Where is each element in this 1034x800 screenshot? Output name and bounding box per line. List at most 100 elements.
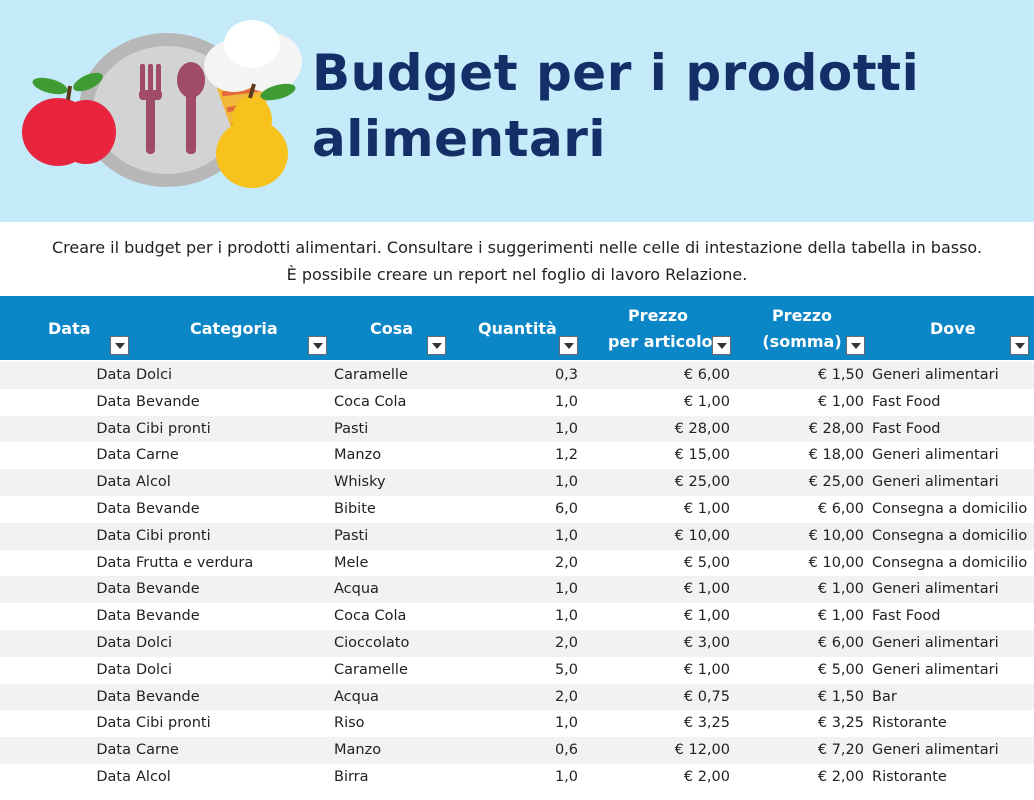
cell-cosa[interactable]: Acqua xyxy=(334,581,379,598)
filter-dropdown-icon[interactable] xyxy=(427,336,446,355)
cell-data[interactable]: Data xyxy=(96,608,131,625)
cell-data[interactable]: Data xyxy=(96,634,131,651)
cell-categoria[interactable]: Bevande xyxy=(136,688,200,705)
cell-quantita[interactable]: 2,0 xyxy=(554,634,578,651)
cell-data[interactable]: Data xyxy=(96,447,131,464)
cell-quantita[interactable]: 2,0 xyxy=(554,554,578,571)
cell-prezzo-articolo[interactable]: € 1,00 xyxy=(683,608,730,625)
cell-categoria[interactable]: Bevande xyxy=(136,581,200,598)
cell-data[interactable]: Data xyxy=(96,527,131,544)
cell-prezzo-somma[interactable]: € 3,25 xyxy=(817,715,864,732)
cell-dove[interactable]: Generi alimentari xyxy=(872,661,999,678)
cell-prezzo-somma[interactable]: € 10,00 xyxy=(808,554,864,571)
cell-data[interactable]: Data xyxy=(96,742,131,759)
cell-dove[interactable]: Generi alimentari xyxy=(872,447,999,464)
cell-prezzo-somma[interactable]: € 1,00 xyxy=(817,608,864,625)
cell-categoria[interactable]: Cibi pronti xyxy=(136,527,211,544)
cell-data[interactable]: Data xyxy=(96,661,131,678)
cell-prezzo-somma[interactable]: € 5,00 xyxy=(817,661,864,678)
cell-prezzo-somma[interactable]: € 25,00 xyxy=(808,474,864,491)
cell-quantita[interactable]: 1,0 xyxy=(554,581,578,598)
cell-categoria[interactable]: Dolci xyxy=(136,634,173,651)
cell-prezzo-articolo[interactable]: € 10,00 xyxy=(674,527,730,544)
cell-categoria[interactable]: Cibi pronti xyxy=(136,420,211,437)
cell-dove[interactable]: Generi alimentari xyxy=(872,634,999,651)
cell-categoria[interactable]: Bevande xyxy=(136,393,200,410)
cell-prezzo-articolo[interactable]: € 5,00 xyxy=(683,554,730,571)
column-header-prezzo-articolo[interactable]: Prezzo per articolo xyxy=(582,296,736,360)
cell-prezzo-articolo[interactable]: € 1,00 xyxy=(683,393,730,410)
cell-cosa[interactable]: Bibite xyxy=(334,500,376,517)
cell-cosa[interactable]: Whisky xyxy=(334,474,386,491)
cell-prezzo-articolo[interactable]: € 1,00 xyxy=(683,661,730,678)
cell-prezzo-articolo[interactable]: € 12,00 xyxy=(674,742,730,759)
cell-dove[interactable]: Consegna a domicilio xyxy=(872,554,1028,571)
cell-cosa[interactable]: Manzo xyxy=(334,742,382,759)
cell-prezzo-somma[interactable]: € 1,00 xyxy=(817,393,864,410)
column-header-dove[interactable]: Dove xyxy=(870,296,1034,360)
cell-cosa[interactable]: Acqua xyxy=(334,688,379,705)
cell-quantita[interactable]: 2,0 xyxy=(554,688,578,705)
cell-prezzo-articolo[interactable]: € 28,00 xyxy=(674,420,730,437)
column-header-cosa[interactable]: Cosa xyxy=(330,296,450,360)
cell-prezzo-articolo[interactable]: € 15,00 xyxy=(674,447,730,464)
cell-prezzo-somma[interactable]: € 1,50 xyxy=(817,367,864,383)
cell-categoria[interactable]: Alcol xyxy=(136,768,171,785)
filter-dropdown-icon[interactable] xyxy=(110,336,129,355)
column-header-prezzo-somma[interactable]: Prezzo (somma) xyxy=(736,296,870,360)
cell-categoria[interactable]: Dolci xyxy=(136,661,173,678)
cell-categoria[interactable]: Bevande xyxy=(136,500,200,517)
cell-cosa[interactable]: Manzo xyxy=(334,447,382,464)
cell-data[interactable]: Data xyxy=(96,688,131,705)
cell-prezzo-somma[interactable]: € 18,00 xyxy=(808,447,864,464)
cell-categoria[interactable]: Bevande xyxy=(136,608,200,625)
cell-data[interactable]: Data xyxy=(96,420,131,437)
cell-prezzo-somma[interactable]: € 7,20 xyxy=(817,742,864,759)
cell-quantita[interactable]: 1,2 xyxy=(554,447,578,464)
cell-categoria[interactable]: Carne xyxy=(136,742,179,759)
cell-data[interactable]: Data xyxy=(96,500,131,517)
cell-dove[interactable]: Consegna a domicilio xyxy=(872,500,1028,517)
cell-cosa[interactable]: Mele xyxy=(334,554,369,571)
filter-dropdown-icon[interactable] xyxy=(846,336,865,355)
cell-dove[interactable]: Bar xyxy=(872,688,897,705)
cell-quantita[interactable]: 0,3 xyxy=(554,367,578,383)
cell-dove[interactable]: Generi alimentari xyxy=(872,474,999,491)
cell-dove[interactable]: Ristorante xyxy=(872,715,947,732)
cell-cosa[interactable]: Coca Cola xyxy=(334,393,407,410)
cell-prezzo-somma[interactable]: € 6,00 xyxy=(817,634,864,651)
cell-prezzo-articolo[interactable]: € 6,00 xyxy=(683,367,730,383)
cell-categoria[interactable]: Cibi pronti xyxy=(136,715,211,732)
cell-cosa[interactable]: Coca Cola xyxy=(334,608,407,625)
cell-cosa[interactable]: Cioccolato xyxy=(334,634,410,651)
cell-dove[interactable]: Generi alimentari xyxy=(872,742,999,759)
cell-prezzo-articolo[interactable]: € 1,00 xyxy=(683,581,730,598)
cell-quantita[interactable]: 1,0 xyxy=(554,527,578,544)
cell-dove[interactable]: Fast Food xyxy=(872,393,941,410)
cell-prezzo-somma[interactable]: € 28,00 xyxy=(808,420,864,437)
cell-prezzo-somma[interactable]: € 1,50 xyxy=(817,688,864,705)
cell-quantita[interactable]: 1,0 xyxy=(554,608,578,625)
cell-prezzo-articolo[interactable]: € 25,00 xyxy=(674,474,730,491)
cell-data[interactable]: Data xyxy=(96,715,131,732)
cell-quantita[interactable]: 5,0 xyxy=(554,661,578,678)
cell-quantita[interactable]: 0,6 xyxy=(554,742,578,759)
cell-categoria[interactable]: Dolci xyxy=(136,367,173,383)
cell-data[interactable]: Data xyxy=(96,367,131,383)
cell-cosa[interactable]: Riso xyxy=(334,715,365,732)
cell-dove[interactable]: Fast Food xyxy=(872,608,941,625)
cell-data[interactable]: Data xyxy=(96,393,131,410)
cell-data[interactable]: Data xyxy=(96,474,131,491)
cell-categoria[interactable]: Carne xyxy=(136,447,179,464)
cell-categoria[interactable]: Alcol xyxy=(136,474,171,491)
filter-dropdown-icon[interactable] xyxy=(1010,336,1029,355)
cell-cosa[interactable]: Caramelle xyxy=(334,661,408,678)
cell-quantita[interactable]: 1,0 xyxy=(554,768,578,785)
cell-prezzo-articolo[interactable]: € 3,00 xyxy=(683,634,730,651)
cell-dove[interactable]: Consegna a domicilio xyxy=(872,527,1028,544)
cell-data[interactable]: Data xyxy=(96,768,131,785)
cell-prezzo-somma[interactable]: € 1,00 xyxy=(817,581,864,598)
cell-cosa[interactable]: Birra xyxy=(334,768,369,785)
cell-prezzo-articolo[interactable]: € 3,25 xyxy=(683,715,730,732)
cell-quantita[interactable]: 1,0 xyxy=(554,715,578,732)
